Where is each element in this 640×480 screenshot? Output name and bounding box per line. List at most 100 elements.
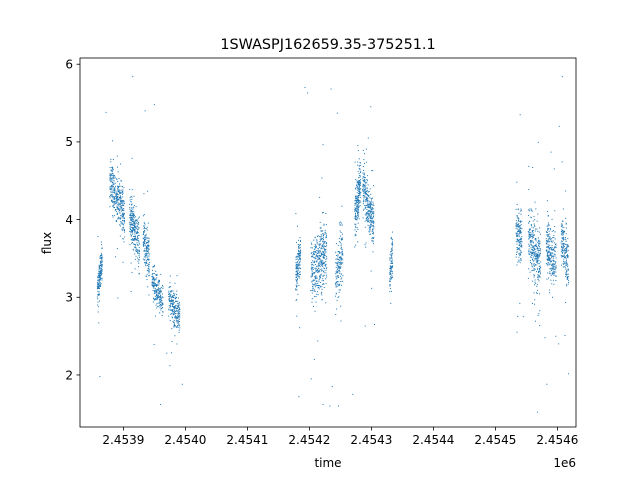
data-point xyxy=(148,241,150,242)
data-point xyxy=(177,306,179,308)
data-point xyxy=(529,271,531,273)
data-point xyxy=(340,256,342,258)
data-point xyxy=(538,260,540,262)
data-point xyxy=(516,225,518,227)
data-point xyxy=(564,237,566,239)
data-point xyxy=(311,255,313,257)
data-point xyxy=(516,251,518,253)
data-point xyxy=(111,178,113,180)
data-point xyxy=(537,276,539,278)
data-point xyxy=(117,180,119,182)
data-point xyxy=(320,274,322,276)
data-point xyxy=(515,241,517,243)
data-point xyxy=(391,256,393,258)
data-point xyxy=(321,262,323,264)
data-point xyxy=(154,288,156,290)
data-point xyxy=(315,254,317,256)
data-point xyxy=(314,276,316,278)
data-point xyxy=(338,405,340,407)
data-point xyxy=(362,150,364,152)
data-point xyxy=(136,230,138,232)
data-point xyxy=(538,239,540,241)
data-point xyxy=(562,237,564,239)
data-point xyxy=(152,282,154,284)
data-point xyxy=(319,270,321,272)
data-point xyxy=(371,240,373,242)
data-point xyxy=(519,241,521,243)
data-point xyxy=(362,190,364,192)
data-point xyxy=(311,263,313,265)
data-point xyxy=(322,264,324,266)
data-point xyxy=(142,243,144,245)
data-point xyxy=(172,312,174,314)
data-point xyxy=(323,272,325,274)
data-point xyxy=(335,266,337,268)
data-point xyxy=(325,248,327,250)
data-point xyxy=(311,269,313,271)
data-point xyxy=(363,179,365,181)
data-point xyxy=(145,265,147,267)
data-point xyxy=(518,259,520,261)
data-point xyxy=(136,219,138,221)
data-point xyxy=(370,203,372,205)
data-point xyxy=(129,221,131,223)
data-point xyxy=(372,251,374,253)
data-point xyxy=(321,288,323,290)
data-point xyxy=(551,218,553,220)
data-point xyxy=(146,241,148,243)
data-point xyxy=(320,253,322,255)
data-point xyxy=(519,225,521,227)
data-point xyxy=(322,403,324,405)
data-point xyxy=(336,264,338,266)
data-point xyxy=(547,240,549,242)
data-point xyxy=(310,253,312,255)
data-point xyxy=(137,235,139,237)
data-point xyxy=(295,262,297,264)
data-point xyxy=(118,202,120,204)
x-tick-label: 2.4544 xyxy=(412,433,454,447)
data-point xyxy=(100,256,102,258)
data-point xyxy=(136,250,138,252)
data-point xyxy=(313,253,315,255)
data-point xyxy=(355,197,357,199)
data-point xyxy=(318,244,320,246)
data-point xyxy=(566,274,568,276)
data-point xyxy=(314,260,316,262)
data-point xyxy=(160,297,162,299)
data-point xyxy=(99,284,101,286)
data-point xyxy=(312,254,314,256)
data-point xyxy=(296,280,298,282)
data-point xyxy=(142,258,144,260)
data-point xyxy=(161,307,163,309)
data-point xyxy=(320,247,322,249)
data-point xyxy=(299,261,301,263)
data-point xyxy=(564,255,566,257)
data-point xyxy=(563,263,565,265)
data-point xyxy=(366,203,368,205)
data-point xyxy=(298,271,300,273)
data-point xyxy=(357,195,359,197)
data-point xyxy=(368,196,370,198)
data-point xyxy=(520,238,522,240)
data-point xyxy=(341,233,343,235)
data-point xyxy=(115,256,117,258)
data-point xyxy=(143,232,145,234)
data-point xyxy=(315,278,317,279)
data-point xyxy=(530,235,532,237)
data-point xyxy=(530,236,532,238)
data-point xyxy=(129,188,131,190)
data-point xyxy=(534,230,536,232)
data-point xyxy=(154,281,156,283)
data-point xyxy=(296,266,298,268)
data-point xyxy=(389,278,391,280)
data-point xyxy=(148,244,150,246)
data-point xyxy=(157,289,159,291)
data-point xyxy=(110,161,112,163)
data-point xyxy=(370,209,372,211)
data-point xyxy=(314,248,316,250)
data-point xyxy=(339,224,341,226)
data-point xyxy=(373,222,375,224)
data-point xyxy=(173,324,175,326)
data-point xyxy=(177,304,179,306)
data-point xyxy=(539,273,541,275)
